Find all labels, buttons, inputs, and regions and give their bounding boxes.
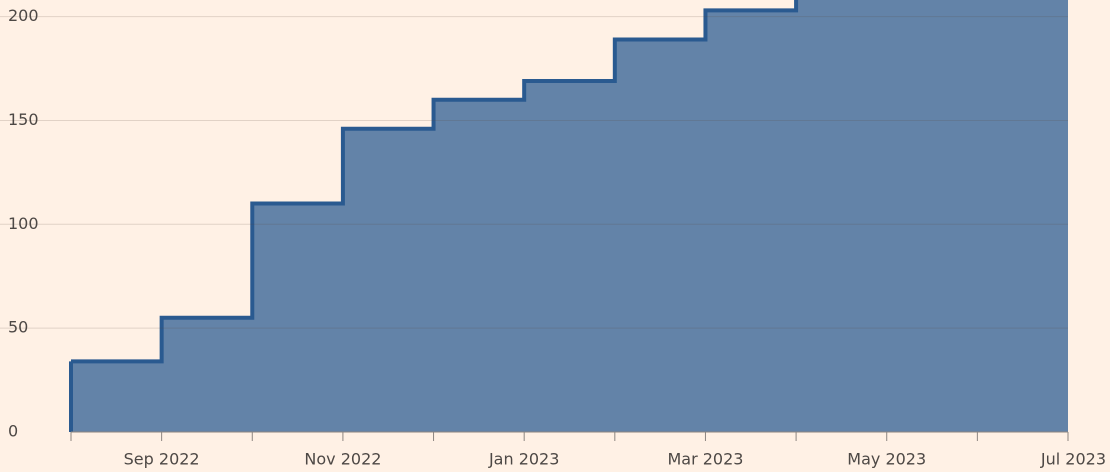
- y-tick-label: 100: [8, 214, 39, 233]
- y-tick-label: 200: [8, 6, 39, 25]
- x-tick-label: Nov 2022: [304, 450, 381, 469]
- y-tick-label: 0: [8, 422, 18, 441]
- x-tick-label: Mar 2023: [667, 450, 743, 469]
- x-tick-label: May 2023: [847, 450, 926, 469]
- x-tick-label: Jul 2023: [1040, 450, 1106, 469]
- y-tick-label: 50: [8, 318, 28, 337]
- area: [71, 0, 1068, 432]
- line: [71, 0, 799, 364]
- y-tick-label: 150: [8, 110, 39, 129]
- x-tick-label: Sep 2022: [124, 450, 200, 469]
- x-tick-label: Jan 2023: [488, 450, 559, 469]
